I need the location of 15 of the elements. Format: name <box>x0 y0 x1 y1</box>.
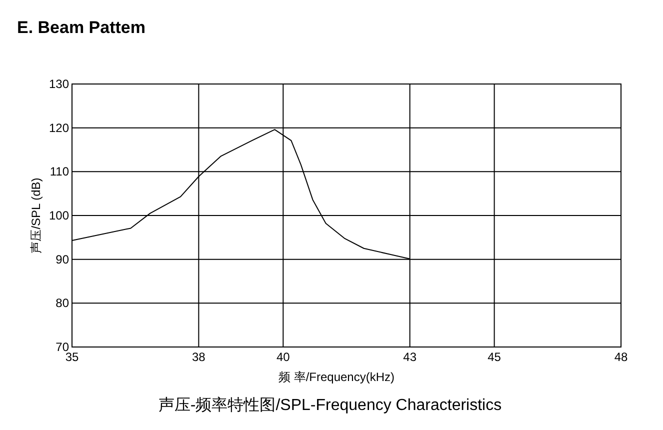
x-tick-label: 38 <box>192 350 206 364</box>
x-axis-title: 频 率/Frequency(kHz) <box>278 370 395 384</box>
y-tick-label: 90 <box>56 252 70 266</box>
x-tick-label: 45 <box>488 350 502 364</box>
x-tick-label: 40 <box>276 350 290 364</box>
x-tick-label: 48 <box>614 350 628 364</box>
y-tick-label: 110 <box>50 164 70 179</box>
title: E. Beam Pattem <box>17 18 146 37</box>
text: 声压-频率特性图/SPL-Frequency Characteristics <box>158 396 502 414</box>
y-tick-label: 130 <box>48 77 70 91</box>
y-tick-label: 80 <box>56 296 70 310</box>
y-axis-title: 声压/SPL (dB) <box>29 178 43 254</box>
x-tick-label: 43 <box>403 350 417 364</box>
y-tick-label: 100 <box>48 208 70 222</box>
y-tick-label: 120 <box>48 120 70 135</box>
